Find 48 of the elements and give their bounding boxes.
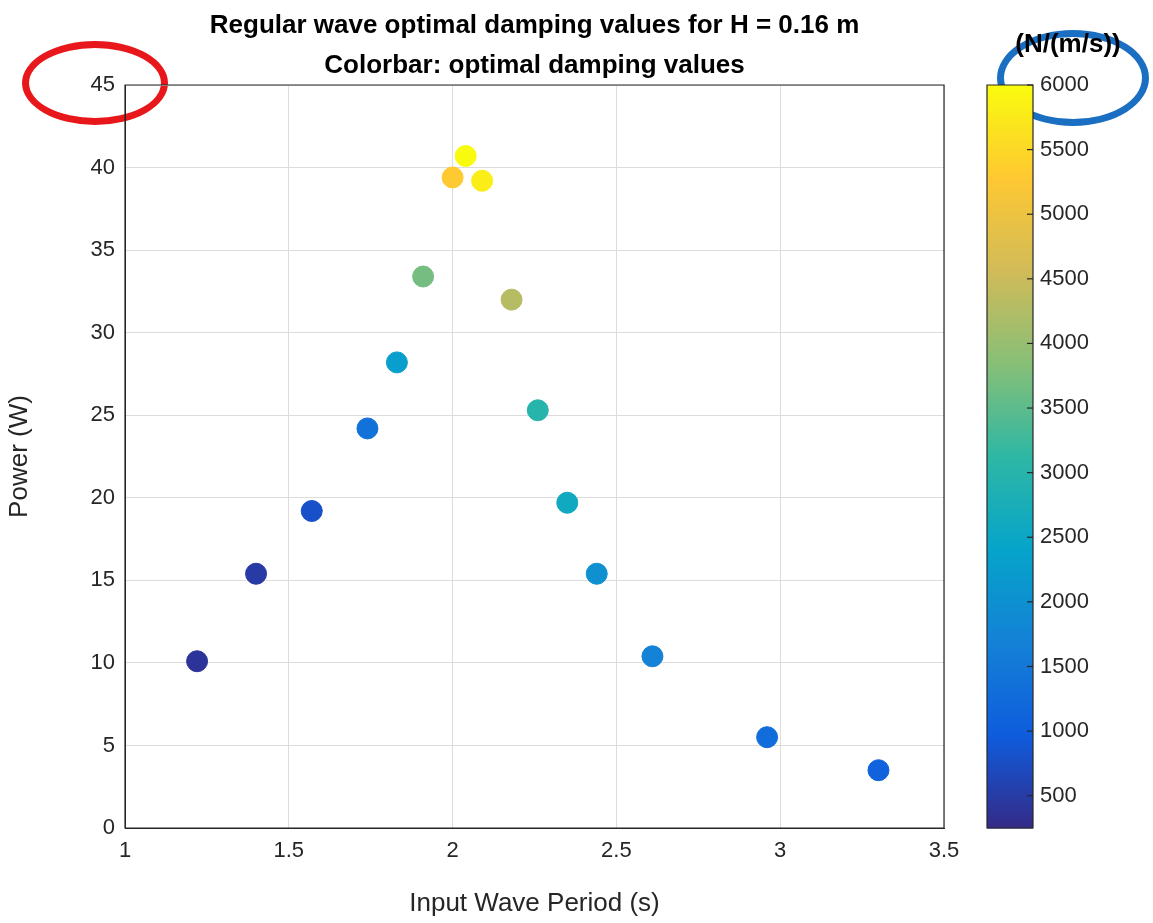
point (500, 288, 523, 311)
color-bar-label: 4500 (1040, 264, 1089, 290)
point (556, 491, 579, 514)
point (412, 265, 435, 288)
x-tick-label: 2.5 (601, 837, 632, 863)
x-tick-label: 3 (774, 837, 787, 863)
color-bar-label: 1500 (1040, 652, 1089, 678)
color-bar-label: 6000 (1040, 71, 1089, 97)
x-tick-label: 1.5 (273, 837, 305, 863)
color-bar-label: 500 (1040, 781, 1077, 807)
color-bar-label: 4000 (1040, 329, 1089, 355)
y-tick-label: 0 (102, 814, 115, 840)
point (454, 145, 477, 167)
y-tick-label: 35 (90, 236, 115, 262)
x-tick-label: 3.5 (928, 837, 960, 863)
point (186, 650, 209, 673)
point (526, 399, 549, 422)
point (245, 562, 268, 585)
point (471, 169, 494, 192)
point (585, 562, 608, 585)
point (441, 166, 464, 189)
y-tick-label: 15 (90, 566, 115, 592)
y-tick-label: 40 (90, 153, 115, 179)
point (300, 499, 323, 522)
y-tick-label: 25 (90, 401, 115, 427)
y-tick-label: 45 (90, 71, 115, 97)
color-bar-label: 3500 (1040, 394, 1089, 420)
point (385, 351, 408, 374)
x-tick-label: 2 (446, 837, 459, 863)
color-bar-label: 5500 (1040, 135, 1089, 161)
chart-subtitle: Colorbar: optimal damping values (324, 49, 745, 79)
y-tick-label: 30 (90, 318, 115, 344)
color-bar-label: 2000 (1040, 587, 1089, 613)
x-axis-title: Input Wave Period (s) (409, 886, 660, 917)
y-tick-label: 10 (90, 648, 115, 674)
point (641, 645, 664, 668)
point (756, 726, 779, 749)
y-tick-label: 20 (90, 483, 115, 509)
point (867, 759, 890, 782)
chart-title: Regular wave optimal damping values for H = 0.16 m (209, 9, 860, 39)
color-bar-label: 2500 (1040, 523, 1089, 549)
x-tick-label: 1 (118, 837, 132, 863)
y-axis-title: Power (W) (2, 395, 33, 518)
color-bar-label: 1000 (1040, 717, 1089, 743)
color-bar-label: 3000 (1040, 458, 1089, 484)
y-tick-label: 5 (102, 731, 115, 757)
color-bar-label: 5000 (1040, 200, 1089, 226)
point (356, 417, 379, 440)
